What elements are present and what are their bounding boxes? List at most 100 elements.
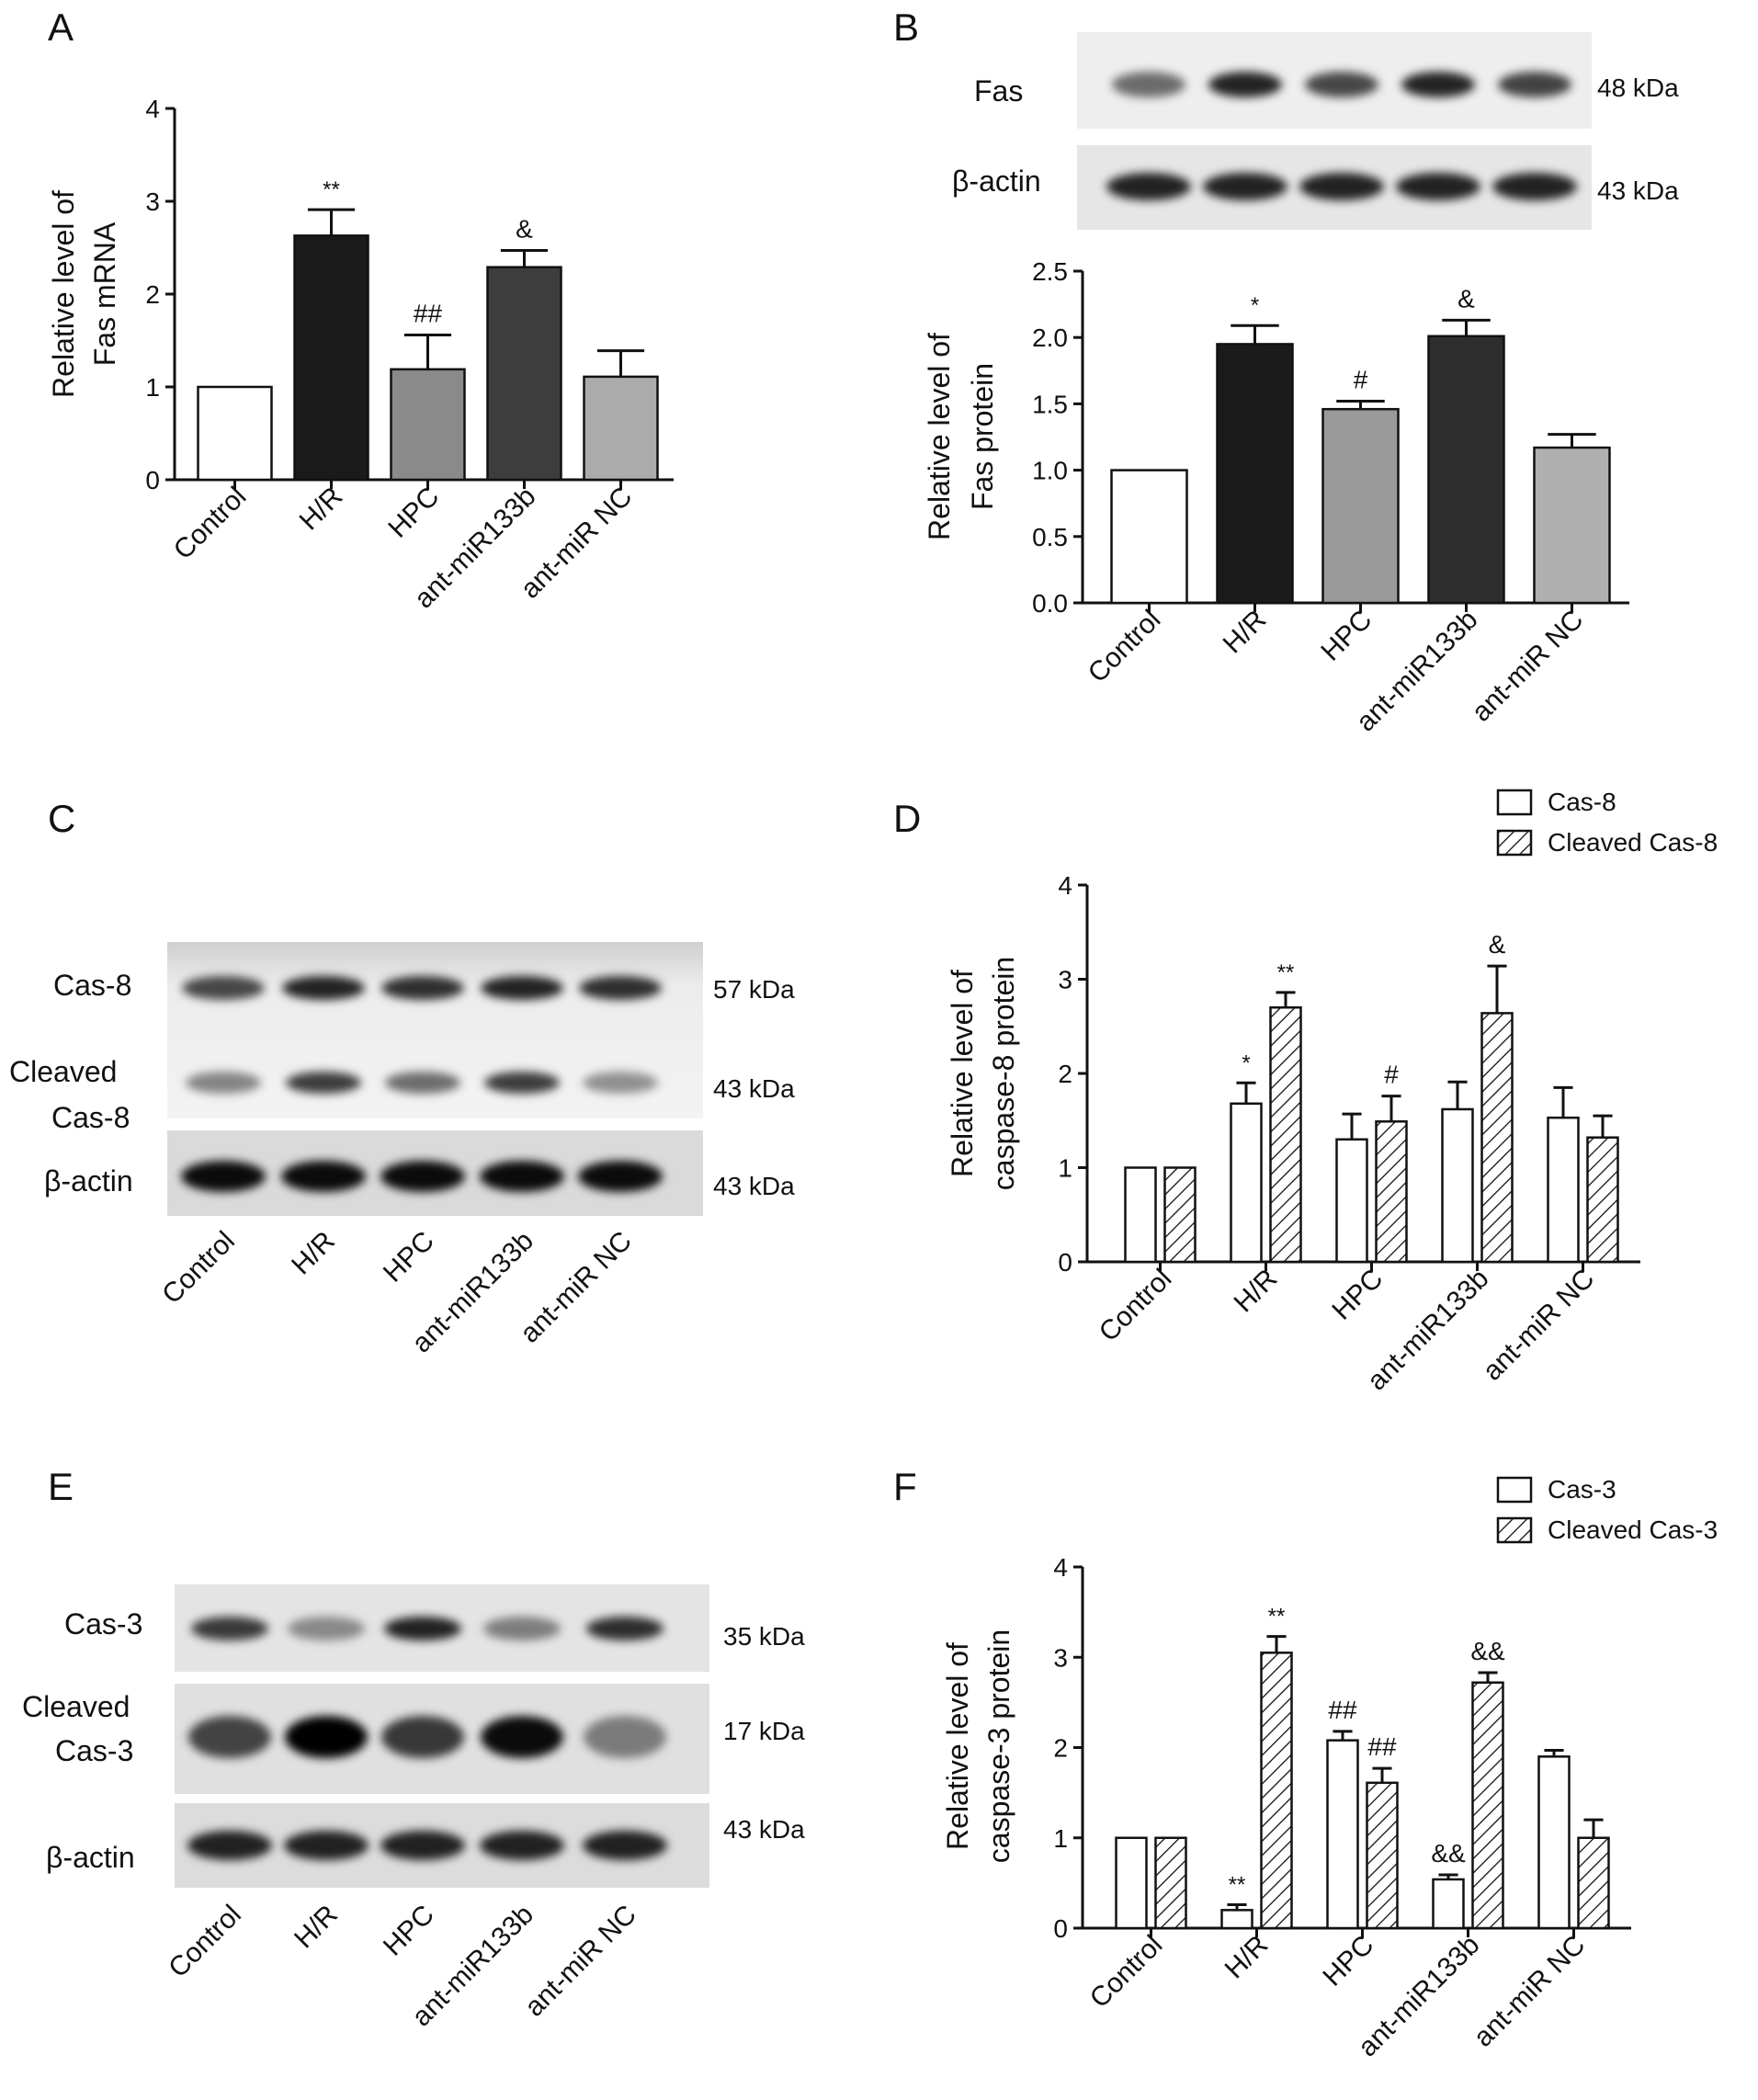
blot-b-actin-label: β-actin — [952, 165, 1041, 198]
chart-a: 0 1 2 3 4 Relative level of Fas mRNA Control H/R… — [47, 95, 674, 614]
actin-band — [181, 1161, 266, 1192]
legend-swatch-f — [1496, 1516, 1533, 1544]
blot-c-cleaved-kda: 43 kDa — [713, 1074, 795, 1103]
y-tick-label-b: 2.5 — [1032, 257, 1068, 286]
blot-c-actin-label: β-actin — [44, 1164, 133, 1198]
significance-mark-a: ## — [414, 299, 443, 327]
significance-mark-a: & — [516, 215, 533, 244]
y-axis-label-b: Fas protein — [966, 363, 999, 510]
panel-letter-e: E — [48, 1465, 74, 1508]
y-tick-label-f: 4 — [1053, 1553, 1068, 1582]
blot-e-cas3-kda: 35 kDa — [723, 1622, 805, 1651]
legend-swatch-d — [1496, 829, 1533, 857]
blot-e-cas3-label: Cas-3 — [64, 1607, 142, 1640]
blot-e-lane-label: HPC — [378, 1900, 440, 1962]
blot-c-cas8-kda: 57 kDa — [713, 975, 795, 1004]
cleaved-cas8-band — [484, 1072, 560, 1094]
blot-b: Fas β-actin 48 kDa 43 kDa — [952, 32, 1679, 230]
x-tick-label-a: H/R — [294, 482, 349, 537]
fas-band — [1401, 72, 1475, 97]
blot-e-cleaved-label-line1: Cleaved — [22, 1690, 130, 1723]
bar-d — [1269, 1006, 1302, 1264]
significance-mark-b: # — [1354, 366, 1368, 394]
actin-band — [1396, 173, 1480, 200]
significance-mark-b: & — [1457, 284, 1475, 312]
cleaved-cas3-band — [188, 1716, 271, 1758]
panel-letter-a: A — [48, 6, 74, 49]
y-axis-label-b: Relative level of — [923, 333, 956, 540]
cleaved-cas3-band — [584, 1716, 666, 1758]
blot-c-lane-label: H/R — [286, 1226, 341, 1281]
blot-c-cleaved-label-line1: Cleaved — [9, 1055, 117, 1088]
y-tick-label-b: 0.5 — [1032, 523, 1068, 551]
cas8-band — [481, 976, 563, 1000]
bar-b — [1321, 407, 1400, 605]
bar-f — [1326, 1739, 1359, 1930]
blot-b-actin-kda: 43 kDa — [1597, 176, 1679, 205]
bar-d — [1375, 1120, 1408, 1264]
significance-mark-f: && — [1470, 1637, 1505, 1665]
cas8-band — [282, 976, 365, 1000]
cleaved-cas3-band — [285, 1716, 368, 1758]
chart-b: 0.0 0.5 1.0 1.5 2.0 2.5 Relative level of Fas p… — [923, 257, 1629, 737]
bar-a — [197, 385, 273, 482]
x-tick-label-d: Control — [1094, 1264, 1178, 1348]
actin-band — [480, 1831, 564, 1860]
blot-b-fas-kda: 48 kDa — [1597, 74, 1679, 102]
blot-e: Cas-3 Cleaved Cas-3 β-actin 35 kDa 17 kD… — [22, 1584, 805, 2032]
panel-letter-f: F — [893, 1465, 917, 1508]
fas-band — [1305, 72, 1378, 97]
y-axis-label-f: caspase-3 protein — [982, 1629, 1015, 1863]
blot-e-cleaved-kda: 17 kDa — [723, 1717, 805, 1745]
blot-e-actin-label: β-actin — [46, 1841, 135, 1874]
significance-mark-f: ** — [1268, 1605, 1286, 1629]
bar-d — [1230, 1102, 1263, 1264]
chart-d: 0 1 2 3 4 Relative level of caspase-8 protein C… — [946, 788, 1718, 1396]
y-tick-label-d: 0 — [1058, 1248, 1072, 1277]
cas8-band — [381, 976, 464, 1000]
y-tick-label-b: 2.0 — [1032, 324, 1068, 352]
y-tick-label-d: 4 — [1058, 871, 1072, 900]
y-tick-label-a: 3 — [145, 187, 160, 216]
y-tick-label-d: 3 — [1058, 966, 1072, 994]
fas-band — [1208, 72, 1282, 97]
x-tick-label-f: HPC — [1317, 1930, 1379, 1992]
blot-c-lane-label: Control — [156, 1226, 241, 1311]
cas3-band — [384, 1617, 461, 1640]
legend-label-f: Cas-3 — [1548, 1475, 1616, 1504]
blot-e-lane-label: H/R — [289, 1900, 344, 1955]
bar-b — [1533, 446, 1611, 605]
y-tick-label-a: 4 — [145, 95, 160, 123]
bar-f — [1432, 1878, 1465, 1930]
legend-swatch-f — [1496, 1476, 1533, 1504]
legend-swatch-d — [1496, 789, 1533, 816]
significance-mark-d: ** — [1277, 960, 1295, 985]
y-tick-label-f: 2 — [1053, 1734, 1068, 1763]
legend-label-f: Cleaved Cas-3 — [1548, 1515, 1718, 1544]
actin-band — [284, 1831, 369, 1860]
actin-band — [480, 1161, 564, 1192]
cleaved-cas8-band — [186, 1072, 261, 1094]
blot-e-cleaved-label-line2: Cas-3 — [55, 1734, 133, 1767]
actin-band — [578, 1161, 663, 1192]
blot-e-lane-label: ant-miR NC — [519, 1900, 642, 2023]
x-tick-label-f: ant-miR NC — [1468, 1930, 1591, 2053]
cas3-band — [483, 1617, 561, 1640]
cas3-band — [586, 1617, 664, 1640]
cleaved-cas3-band — [381, 1716, 464, 1758]
bar-f — [1220, 1909, 1253, 1930]
significance-mark-f: ## — [1367, 1732, 1397, 1761]
bar-f — [1366, 1781, 1399, 1930]
blot-c: Cas-8 Cleaved Cas-8 β-actin 57 kDa 43 kD… — [9, 942, 795, 1358]
y-tick-label-f: 3 — [1053, 1643, 1068, 1672]
significance-mark-f: ## — [1328, 1696, 1357, 1724]
blot-c-actin-kda: 43 kDa — [713, 1172, 795, 1200]
y-tick-label-b: 0.0 — [1032, 589, 1068, 618]
bar-a — [486, 266, 562, 482]
panel-letter-c: C — [48, 797, 75, 840]
fas-band — [1112, 72, 1185, 97]
y-tick-label-f: 1 — [1053, 1824, 1068, 1853]
actin-band — [1203, 173, 1287, 200]
y-tick-label-a: 1 — [145, 373, 160, 402]
